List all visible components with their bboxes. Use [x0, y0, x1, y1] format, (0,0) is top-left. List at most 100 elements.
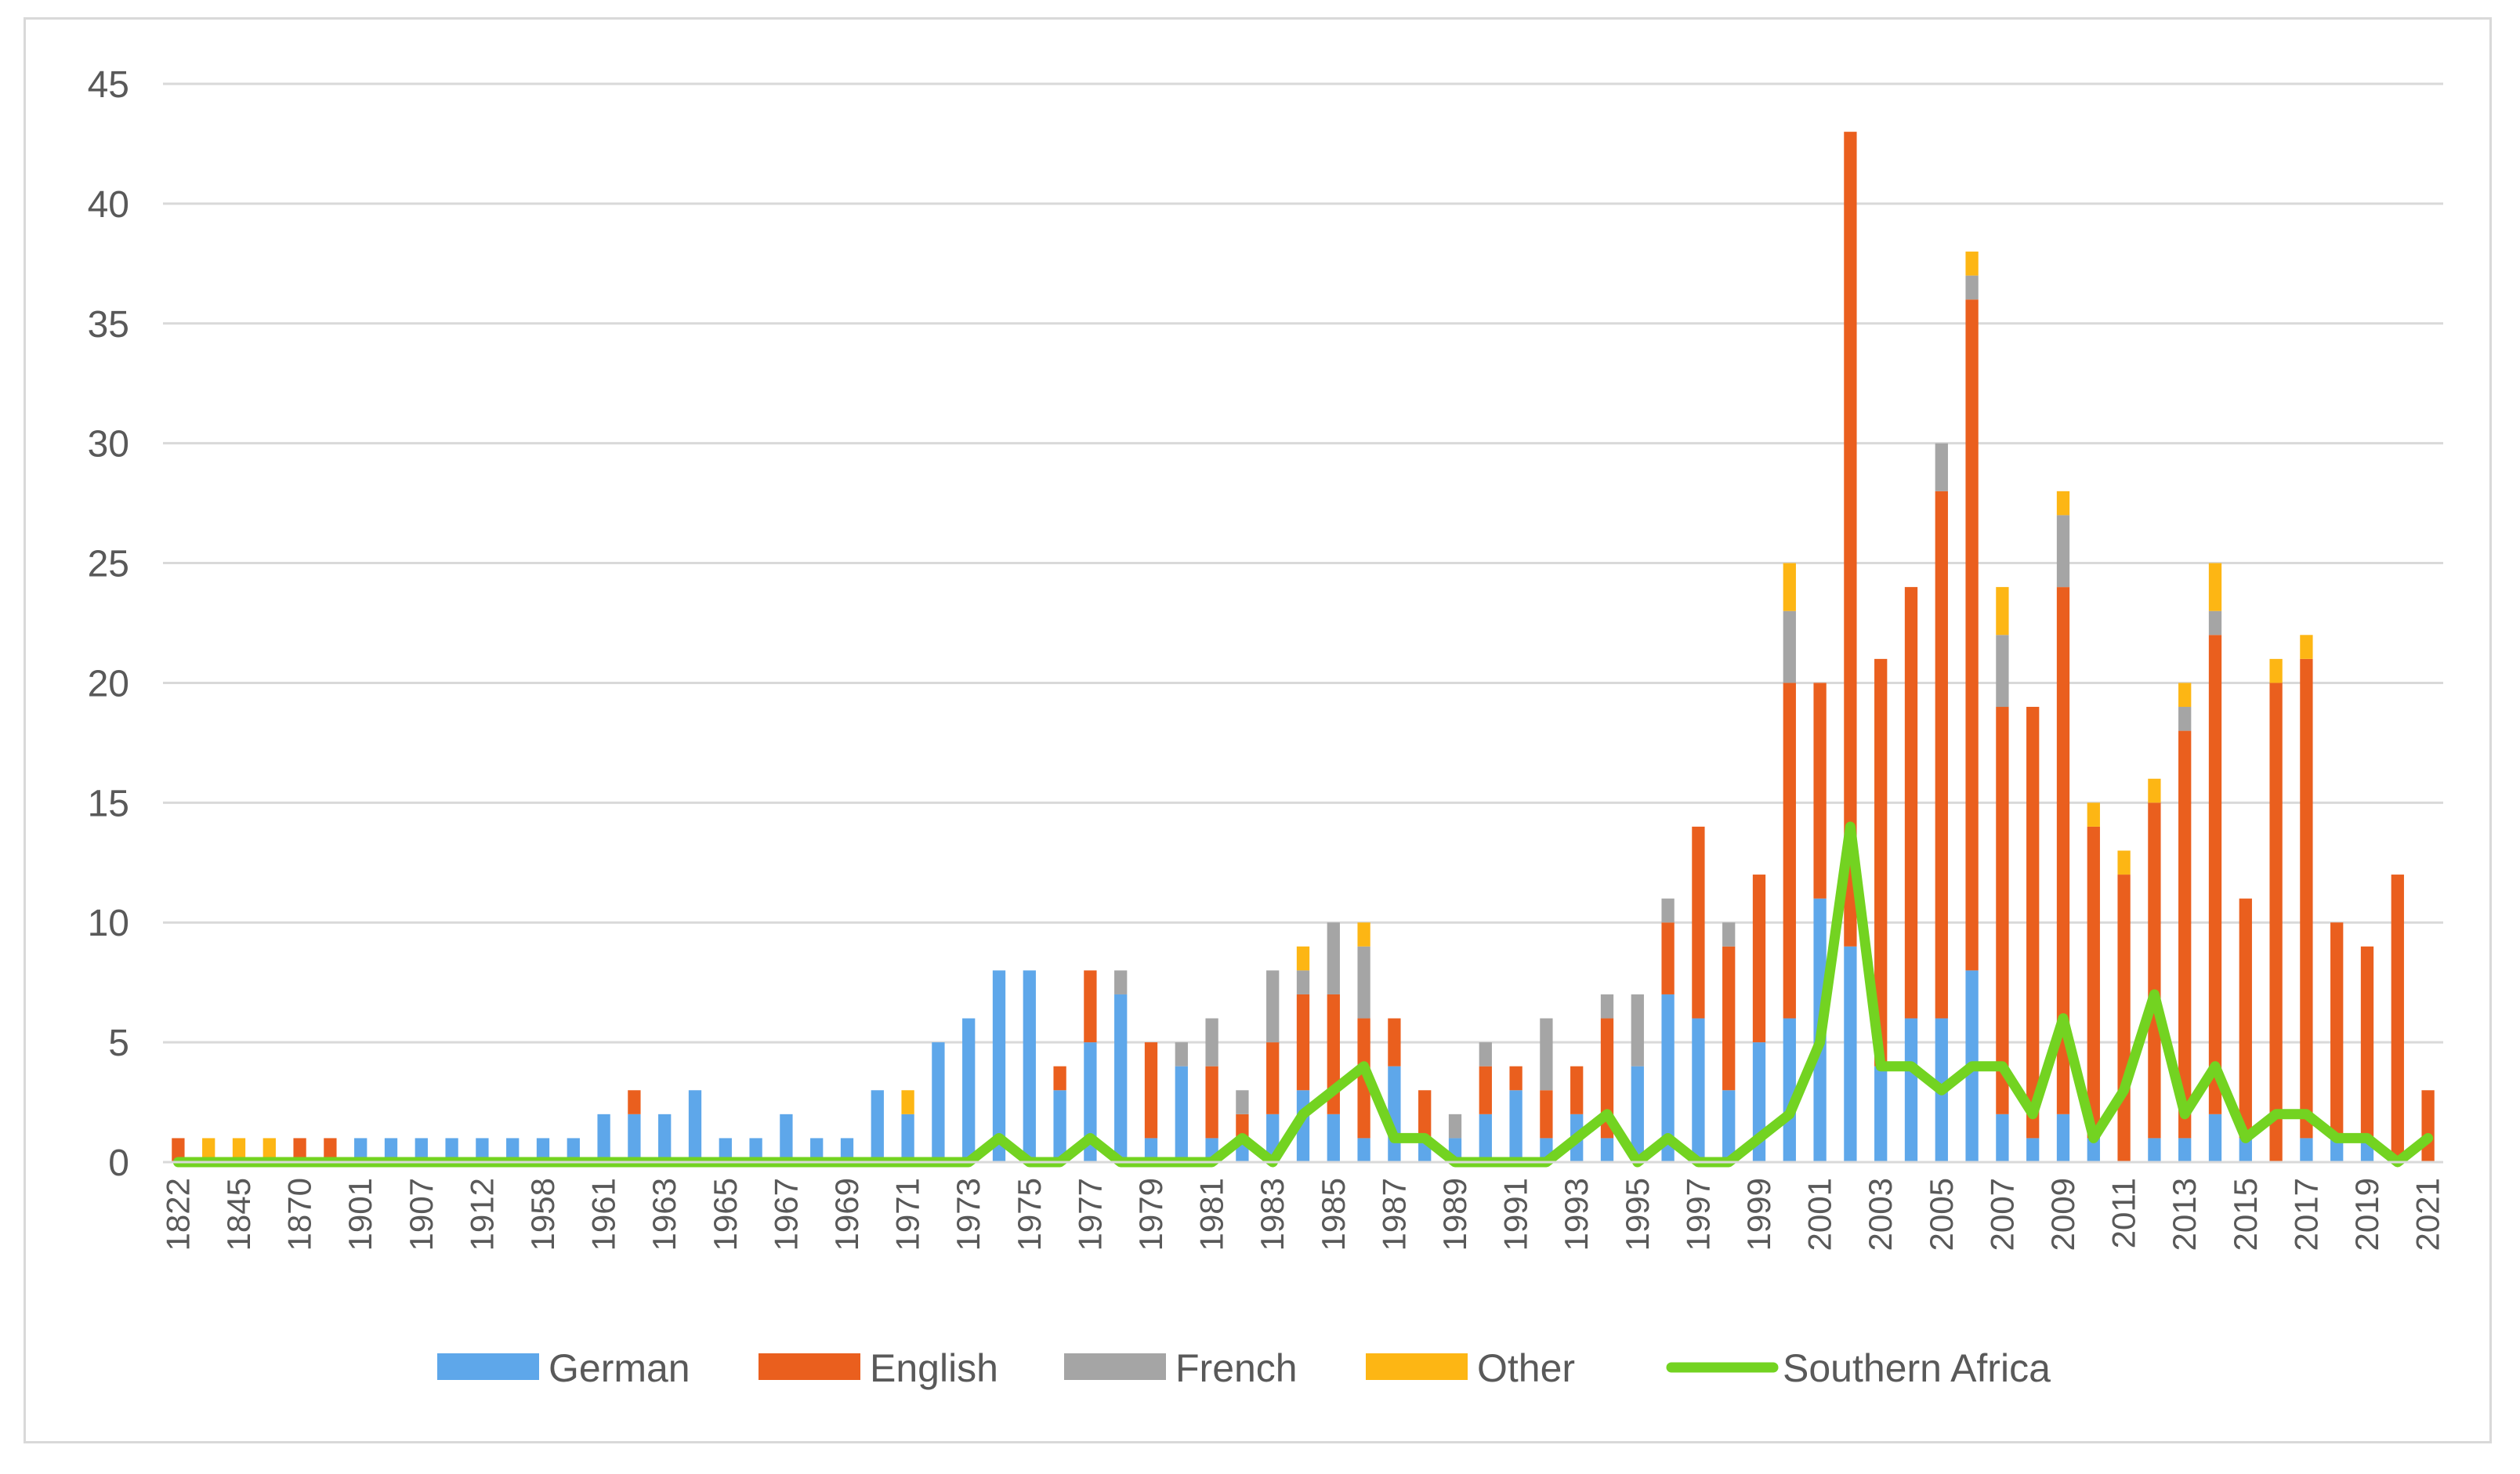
y-tick-label-30: 30 [88, 424, 129, 465]
bar-other-1986 [1357, 922, 1370, 947]
x-tick-label-1991: 1991 [1497, 1178, 1534, 1251]
x-tick-label-1985: 1985 [1315, 1178, 1352, 1251]
bar-english-1984 [1296, 994, 1310, 1091]
x-tick-label-1993: 1993 [1558, 1178, 1595, 1251]
x-tick-label-1912: 1912 [463, 1178, 500, 1251]
x-tick-label-1870: 1870 [281, 1178, 318, 1251]
bar-english-1976 [1053, 1066, 1066, 1091]
x-tick-label-1977: 1977 [1071, 1178, 1108, 1251]
bar-french-2009 [2056, 515, 2070, 588]
x-tick-label-1907: 1907 [403, 1178, 440, 1251]
bar-german-1912 [476, 1138, 489, 1162]
bar-german-1968 [810, 1138, 824, 1162]
y-tick-label-45: 45 [88, 64, 129, 106]
x-tick-label-1958: 1958 [524, 1178, 561, 1251]
bar-english-2011 [2117, 875, 2131, 1162]
bar-french-1982 [1236, 1090, 1249, 1114]
legend-item-german: German [437, 1346, 690, 1390]
legend-label-other: Other [1477, 1346, 1575, 1390]
legend-swatch-german [437, 1353, 539, 1380]
bar-german-2018 [2330, 1138, 2344, 1162]
bar-german-1991 [1509, 1090, 1522, 1162]
bar-german-1994 [1600, 1138, 1614, 1162]
bar-other-2017 [2300, 635, 2313, 659]
bar-english-2007 [1996, 707, 2009, 1114]
bar-english-2004 [1904, 587, 1918, 1019]
x-tick-label-2009: 2009 [2044, 1178, 2081, 1251]
x-tick-label-1845: 1845 [220, 1178, 257, 1251]
bar-french-1981 [1205, 1018, 1218, 1067]
bar-french-2014 [2208, 610, 2222, 636]
x-tick-label-2019: 2019 [2348, 1178, 2385, 1251]
bar-english-1979 [1144, 1042, 1158, 1139]
bar-german-1961 [597, 1114, 610, 1162]
bar-english-1999 [1752, 875, 1766, 1043]
bar-english-1982 [1236, 1114, 1249, 1139]
bar-english-2006 [1965, 299, 1979, 971]
gridlines [163, 82, 2443, 1164]
bar-german-1966 [749, 1138, 762, 1162]
bar-french-1980 [1175, 1042, 1188, 1067]
y-tick-label-35: 35 [88, 304, 129, 346]
x-tick-label-2005: 2005 [1923, 1178, 1960, 1251]
x-tick-label-2017: 2017 [2287, 1178, 2324, 1251]
bar-other-1860 [262, 1138, 276, 1162]
bar-german-1969 [840, 1138, 854, 1162]
bar-german-2003 [1874, 1066, 1888, 1162]
bar-german-1978 [1114, 994, 1128, 1162]
y-tick-label-15: 15 [88, 783, 129, 824]
bar-english-2013 [2178, 730, 2192, 1139]
bar-german-2004 [1904, 1018, 1918, 1162]
bar-german-1967 [780, 1114, 793, 1162]
bar-french-1983 [1266, 970, 1280, 1043]
axes: 0 5 10 15 20 25 30 35 40 45 1822 1845 1870 1901 1907 19… [88, 64, 2446, 1251]
bar-english-1997 [1692, 826, 1705, 1019]
bar-german-1962 [628, 1114, 641, 1162]
bar-french-1984 [1296, 970, 1310, 994]
x-tick-label-1822: 1822 [159, 1178, 196, 1251]
legend-item-english: English [759, 1346, 998, 1390]
bar-english-2003 [1874, 658, 1888, 1067]
bar-english-1962 [628, 1090, 641, 1114]
bar-english-2021 [2421, 1090, 2435, 1162]
bar-german-1977 [1084, 1042, 1097, 1162]
bar-german-1990 [1479, 1114, 1492, 1162]
bar-german-1960 [567, 1138, 580, 1162]
bar-english-2002 [1844, 132, 1857, 947]
bar-german-2000 [1783, 1018, 1796, 1162]
bar-german-2015 [2239, 1138, 2252, 1162]
bar-english-1993 [1570, 1066, 1584, 1114]
x-tick-label-1997: 1997 [1679, 1178, 1716, 1251]
bar-german-1965 [719, 1138, 732, 1162]
bar-french-1998 [1722, 922, 1736, 947]
bar-german-1964 [688, 1090, 702, 1162]
bar-german-1909 [445, 1138, 458, 1162]
legend-item-french: French [1064, 1346, 1298, 1390]
bar-other-2010 [2087, 802, 2100, 827]
bar-english-2009 [2056, 587, 2070, 1114]
bar-english-2005 [1935, 491, 1948, 1019]
bar-german-1973 [962, 1018, 976, 1162]
bar-german-1985 [1327, 1114, 1340, 1162]
bar-french-1992 [1540, 1018, 1553, 1091]
bar-english-2000 [1783, 683, 1796, 1019]
bar-english-1990 [1479, 1066, 1492, 1114]
legend-swatch-other [1366, 1353, 1468, 1380]
x-tick-label-2011: 2011 [2105, 1178, 2142, 1248]
bar-english-2018 [2330, 922, 2344, 1139]
x-tick-label-1995: 1995 [1619, 1178, 1656, 1251]
bar-english-1822 [172, 1138, 185, 1162]
stacked-bar-line-chart: 0 5 10 15 20 25 30 35 40 45 1822 1845 1870 1901 1907 19… [88, 64, 2446, 1390]
bar-english-2012 [2148, 802, 2161, 1139]
legend-swatch-french [1064, 1353, 1166, 1380]
x-tick-label-1901: 1901 [342, 1178, 378, 1251]
bar-german-2017 [2300, 1138, 2313, 1162]
bar-german-1958 [536, 1138, 550, 1162]
x-tick-label-1971: 1971 [889, 1178, 926, 1251]
bar-german-1979 [1144, 1138, 1158, 1162]
x-tick-label-1973: 1973 [950, 1178, 987, 1251]
bar-english-1992 [1540, 1090, 1553, 1139]
bar-english-2015 [2239, 898, 2252, 1139]
bar-english-2020 [2391, 875, 2404, 1162]
bar-german-1930 [506, 1138, 520, 1162]
